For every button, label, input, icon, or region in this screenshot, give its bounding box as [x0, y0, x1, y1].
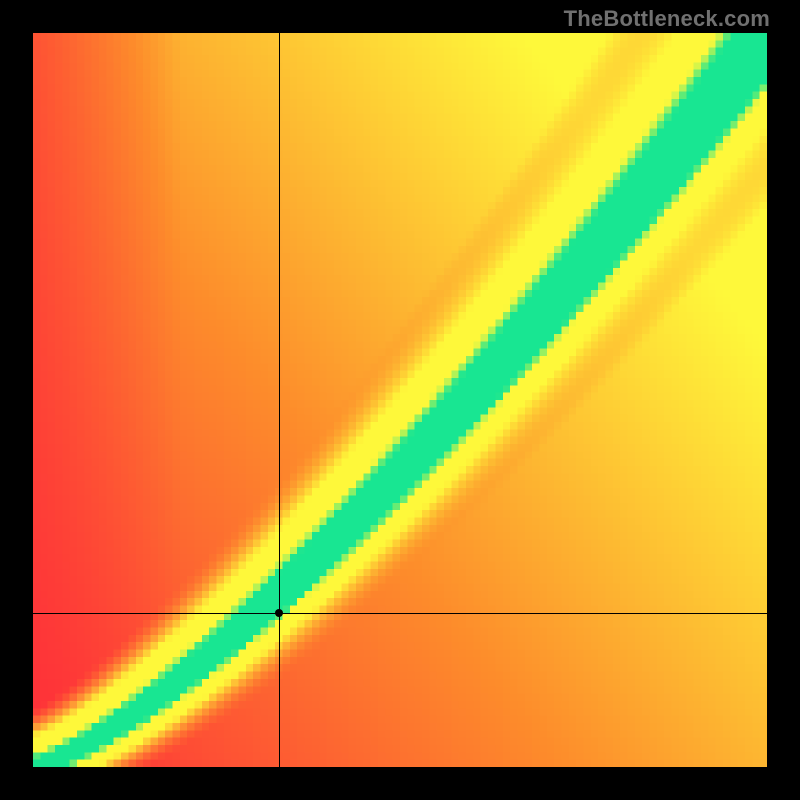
watermark-text: TheBottleneck.com [564, 6, 770, 32]
crosshair-horizontal [33, 613, 767, 614]
crosshair-vertical [279, 33, 280, 767]
heatmap-plot [33, 33, 767, 767]
heatmap-canvas [33, 33, 767, 767]
marker-dot [275, 609, 283, 617]
